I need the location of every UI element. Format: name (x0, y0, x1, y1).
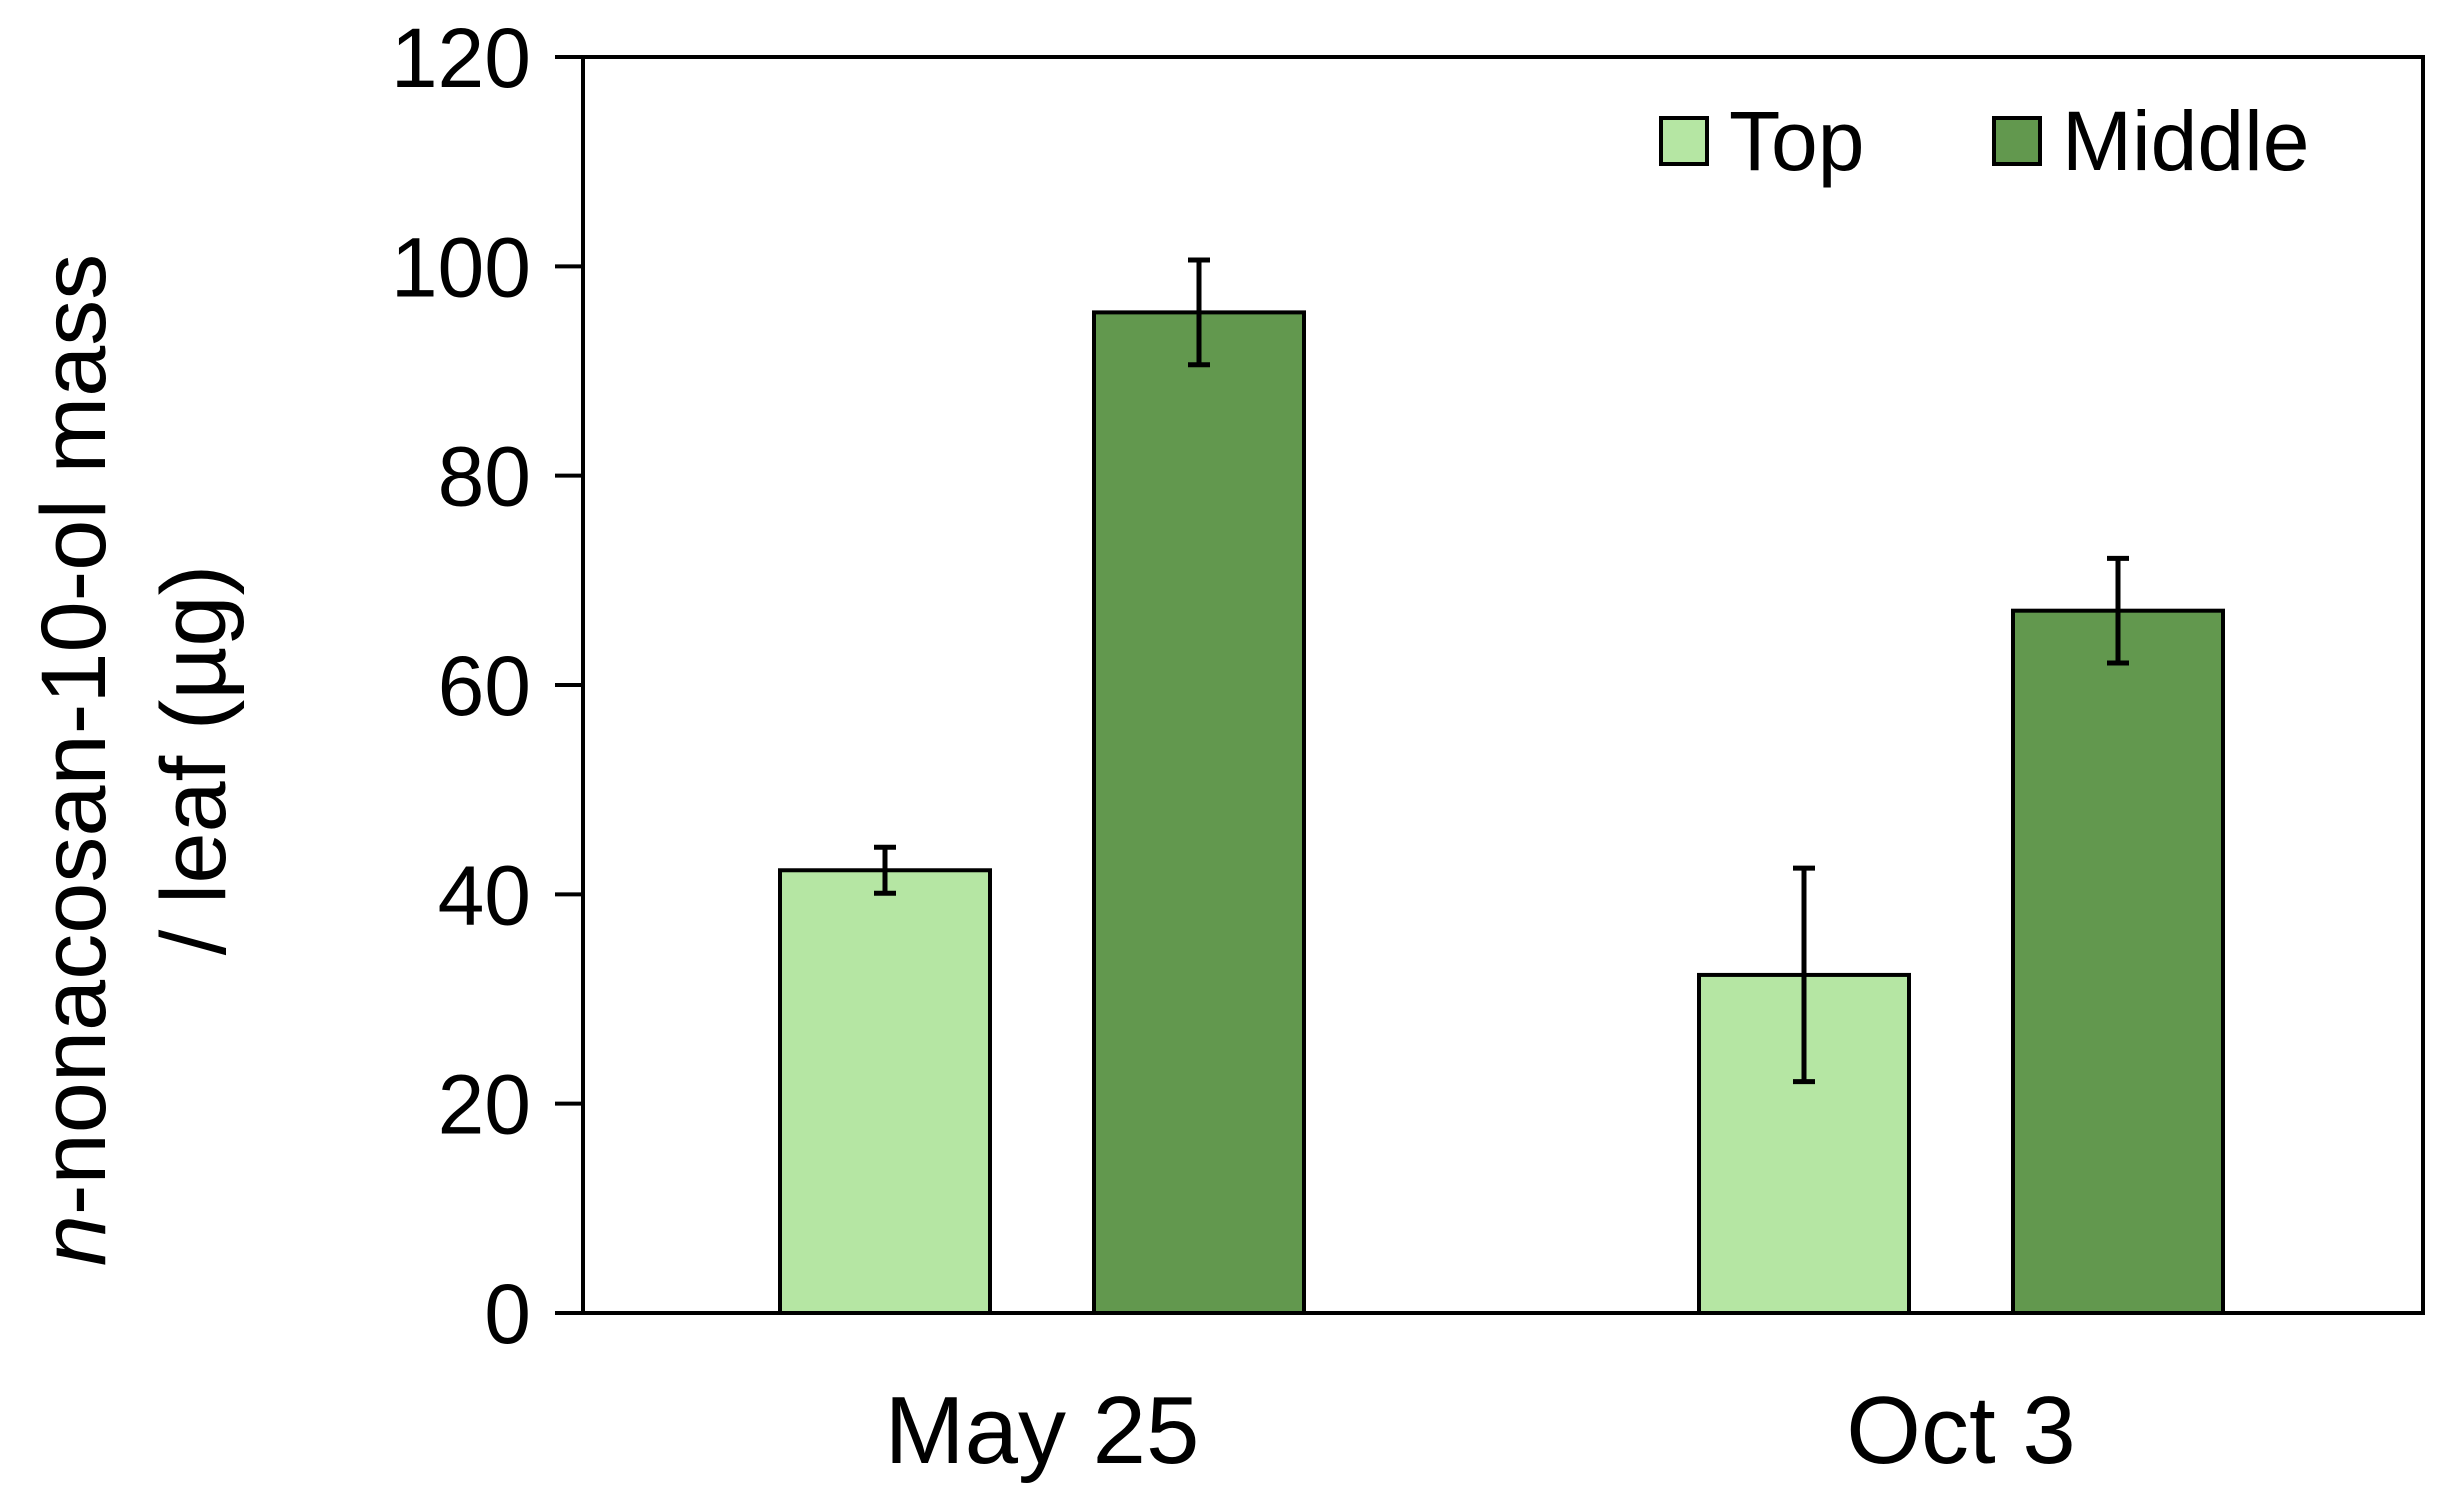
y-tick-label: 80 (438, 430, 531, 524)
legend-swatch-middle (1992, 116, 2042, 166)
bar-middle-0 (1092, 310, 1306, 1315)
y-tick-label: 20 (438, 1058, 531, 1152)
y-axis-title-italic: n (23, 1215, 125, 1266)
y-axis-title-line1: n-nonacosan-10-ol mass (23, 254, 125, 1267)
y-axis-title-rest: -nonacosan-10-ol mass (23, 254, 125, 1215)
legend-label-middle: Middle (2062, 94, 2309, 188)
x-category-label: Oct 3 (1846, 1377, 2075, 1484)
y-tick-label: 100 (391, 220, 531, 314)
bar-middle-1 (2011, 608, 2225, 1315)
legend-label-top: Top (1729, 94, 1864, 188)
legend-swatch-top (1659, 116, 1709, 166)
plot-area: 0 20 40 60 80 100 120 May 25 Oct 3 Top Middle (391, 11, 2425, 1484)
y-tick-label: 40 (438, 848, 531, 942)
bar-top-0 (778, 868, 992, 1315)
y-axis-title: n-nonacosan-10-ol mass / leaf (µg) (23, 254, 245, 1267)
y-axis-title-line2: / leaf (µg) (143, 565, 245, 955)
y-tick-label: 0 (484, 1267, 531, 1361)
y-tick-label: 60 (438, 639, 531, 733)
x-category-label: May 25 (885, 1377, 1200, 1484)
y-tick-label: 120 (391, 11, 531, 105)
